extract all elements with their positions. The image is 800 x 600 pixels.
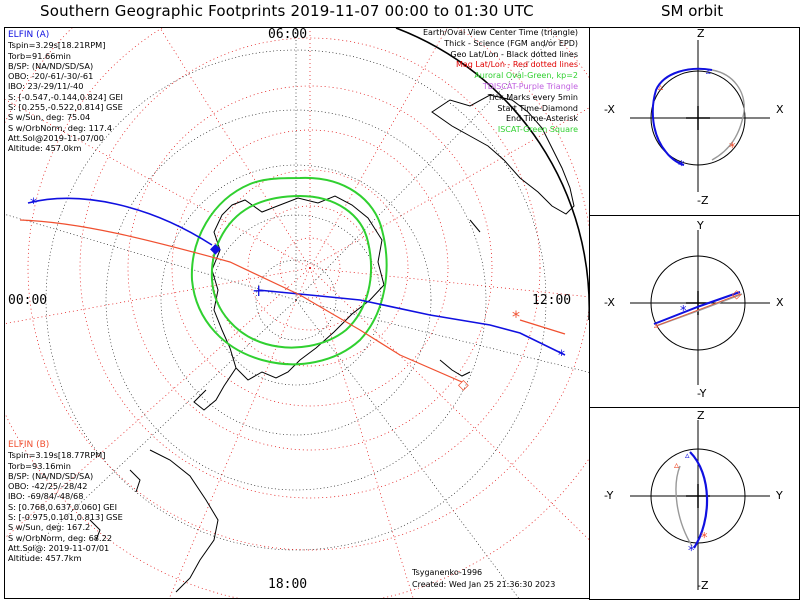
svg-text:*: *	[558, 348, 565, 364]
svg-text:+: +	[252, 281, 265, 300]
orbit-panel-xz: * ▵ ▵ *	[630, 40, 770, 192]
legend-item: TDISCAT-Purple Triangle	[482, 81, 578, 91]
elfin-a-line: Att.Sol@2019-11-07/00	[8, 132, 104, 143]
elfin-a-name: ELFIN (A)	[8, 30, 50, 40]
orbit3-top-label: Z	[697, 409, 705, 422]
elfin-a-line: S: [-0.547,-0.144,0.824] GEI	[8, 91, 123, 102]
elfin-b-line: IBO: -69/84/-48/68	[8, 491, 84, 502]
svg-text:*: *	[678, 159, 685, 174]
legend-item: Auroral Oval-Green, kp=2	[474, 71, 578, 81]
elfin-b-line: OBO: -42/25/-28/42	[8, 481, 88, 492]
orbit-panel-yz: ▵ ▵ * *	[630, 420, 770, 590]
clock-label-top: 06:00	[268, 27, 308, 42]
elfin-a-line: B/SP: (NA/ND/SD/SA)	[8, 60, 94, 71]
elfin-a-line: Altitude: 457.0km	[8, 143, 82, 154]
elfin-b-line: Altitude: 457.7km	[8, 553, 82, 564]
legend-item: Thick - Science (FGM and/or EPD)	[444, 38, 578, 48]
created-credit: Created: Wed Jan 25 21:36:30 2023	[412, 580, 556, 589]
svg-text:◇: ◇	[458, 377, 469, 393]
legend-item: Tick Marks every 5min	[487, 92, 578, 102]
orbit2-top-label: Y	[697, 219, 704, 232]
orbit2-left-label: -X	[604, 296, 615, 309]
orbit2-right-label: X	[776, 296, 784, 309]
orbit3-right-label: Y	[776, 489, 783, 502]
mag-grid	[5, 28, 589, 598]
legend-item: Earth/Oval View Center Time (triangle)	[422, 28, 578, 37]
legend-item: Geo Lat/Lon - Black dotted lines	[450, 49, 578, 59]
elfin-b-line: S: [-0.975,0.101,0.813] GSE	[8, 512, 123, 523]
legend-item: ISCAT-Green Square	[497, 125, 578, 135]
elfin-a-line: OBO: -20/-61/-30/-61	[8, 71, 94, 82]
orbit-title: SM orbit	[661, 2, 724, 20]
svg-text:◆: ◆	[210, 241, 221, 257]
svg-text:▵: ▵	[654, 321, 659, 331]
elfin-a-line: IBO: 23/-29/11/-40	[8, 81, 84, 92]
orbit1-top-label: Z	[697, 27, 705, 40]
clock-label-bottom: 18:00	[268, 577, 308, 592]
footprint-markers: ◆ ◇ * * * +	[30, 196, 565, 393]
clock-label-left: 00:00	[8, 293, 48, 308]
svg-text:*: *	[680, 304, 687, 319]
svg-text:*: *	[688, 544, 695, 559]
svg-text:*: *	[729, 141, 736, 156]
orbit1-bottom-label: -Z	[697, 194, 709, 207]
elfin-b-line: Tspin=3.19s[18.77RPM]	[8, 450, 106, 461]
svg-text:*: *	[30, 196, 37, 212]
orbit3-left-label: -Y	[604, 489, 614, 502]
elfin-b-line: Att.Sol@: 2019-11-07/01	[8, 542, 110, 553]
elfin-b-line: S w/OrbNorm, deg: 68.22	[8, 532, 113, 543]
svg-text:▵: ▵	[685, 451, 690, 461]
coastlines	[89, 94, 575, 593]
legend-item: Mag Lat/Lon - Red dotted lines	[455, 60, 578, 70]
svg-text:▵: ▵	[658, 82, 663, 93]
elfin-b-track	[19, 219, 566, 383]
orbit1-right-label: X	[776, 103, 784, 116]
elfin-b-line: S: [0.768,0.637,0.060] GEI	[8, 501, 118, 512]
auroral-oval	[190, 176, 388, 366]
model-credit: Tsyganenko-1996	[412, 568, 483, 577]
elfin-b-line: Torb=93.16min	[8, 460, 71, 471]
orbit1-left-label: -X	[604, 103, 615, 116]
elfin-a-line: S w/OrbNorm, deg: 117.4	[8, 122, 113, 133]
svg-text:◇: ◇	[732, 287, 742, 301]
svg-text:▵: ▵	[706, 67, 711, 77]
elfin-a-line: Torb=91.66min	[8, 50, 71, 61]
orbit3-bottom-label: -Z	[697, 579, 709, 592]
svg-text:*: *	[512, 307, 520, 326]
elfin-a-track	[27, 197, 566, 356]
elfin-b-line: B/SP: (NA/ND/SD/SA)	[8, 470, 94, 481]
elfin-b-line: S w/Sun, deg: 167.2	[8, 522, 91, 533]
orbit-panel-xy: ◇ ▵ *	[630, 230, 770, 385]
orbit2-bottom-label: -Y	[697, 387, 707, 400]
earth-limb	[395, 28, 589, 320]
svg-text:▵: ▵	[674, 460, 679, 471]
elfin-a-info: ELFIN (A) Tspin=3.29s[18.21RPM] Torb=91.…	[8, 30, 123, 154]
plot-title: Southern Geographic Footprints 2019-11-0…	[40, 2, 534, 20]
legend-item: End Time-Asterisk	[505, 114, 578, 124]
legend-item: Start Time-Diamond	[497, 103, 578, 113]
elfin-a-line: S: [0.255,-0.522,0.814] GSE	[8, 102, 123, 113]
map-legend: Earth/Oval View Center Time (triangle) T…	[423, 28, 578, 136]
elfin-a-line: Tspin=3.29s[18.21RPM]	[8, 40, 106, 51]
elfin-a-line: S w/Sun, deg: 75.04	[8, 112, 91, 123]
svg-text:*: *	[701, 531, 708, 546]
clock-label-right: 12:00	[532, 293, 572, 308]
elfin-b-name: ELFIN (B)	[8, 440, 50, 450]
elfin-b-info: ELFIN (B) Tspin=3.19s[18.77RPM] Torb=93.…	[8, 440, 123, 564]
